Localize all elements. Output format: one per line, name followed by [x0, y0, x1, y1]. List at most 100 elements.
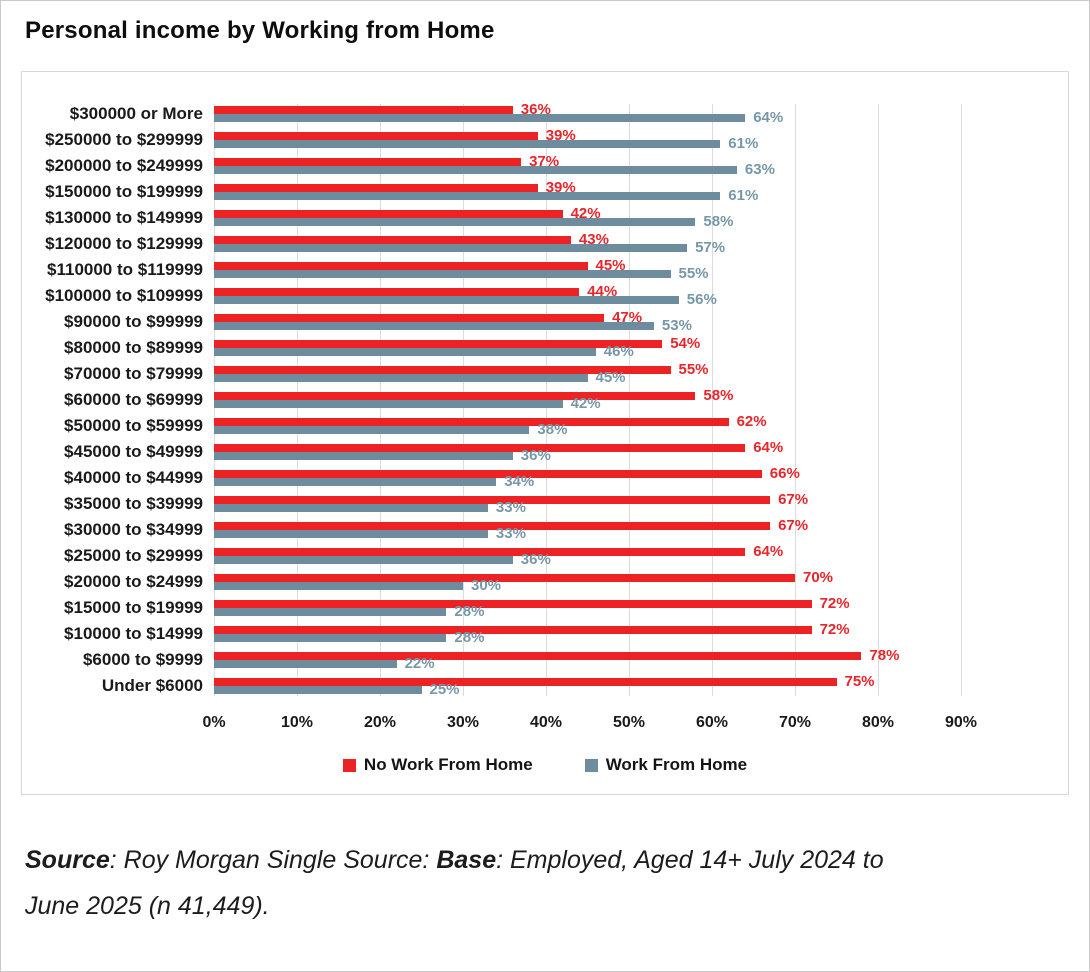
value-label: 46% [603, 343, 634, 360]
value-label: 47% [612, 309, 643, 326]
value-label: 22% [404, 655, 435, 672]
value-label: 30% [471, 577, 502, 594]
legend: No Work From Home Work From Home [22, 750, 1068, 780]
value-label: 38% [537, 421, 568, 438]
bar-no-work-from-home [214, 496, 771, 504]
bar-row: $80000 to $89999 54% 46% [22, 335, 1068, 360]
bar-work-from-home [214, 556, 513, 564]
value-label: 64% [753, 543, 784, 560]
value-label: 55% [678, 265, 709, 282]
value-label: 63% [744, 161, 775, 178]
bar-row: $60000 to $69999 58% 42% [22, 388, 1068, 412]
chart-card: $300000 or More 36% 64% $250000 to $299999 3… [21, 71, 1069, 795]
category-label: $80000 to $89999 [64, 338, 203, 357]
plot-area: $300000 or More 36% 64% $250000 to $299999 3… [22, 101, 1068, 698]
value-label: 61% [728, 135, 759, 152]
bar-no-work-from-home [214, 158, 522, 166]
value-label: 54% [670, 335, 701, 352]
value-label: 37% [529, 153, 560, 170]
bar-work-from-home [214, 452, 513, 460]
bar-work-from-home [214, 244, 688, 252]
value-label: 28% [454, 603, 485, 620]
value-label: 64% [753, 109, 784, 126]
bar-no-work-from-home [214, 366, 671, 374]
value-label: 78% [869, 647, 900, 664]
category-label: $300000 or More [69, 104, 203, 123]
bar-no-work-from-home [214, 600, 812, 608]
bar-no-work-from-home [214, 236, 571, 244]
bar-row: $110000 to $119999 45% 55% [22, 258, 1068, 282]
category-label: $40000 to $44999 [64, 468, 203, 487]
bar-work-from-home [214, 478, 497, 486]
x-axis-tick: 70% [778, 714, 812, 731]
bar-work-from-home [214, 608, 447, 616]
x-axis-tick: 60% [695, 714, 729, 731]
bar-no-work-from-home [214, 132, 538, 140]
bar-no-work-from-home [214, 678, 837, 686]
bar-work-from-home [214, 140, 721, 148]
bar-no-work-from-home [214, 106, 513, 114]
category-label: $60000 to $69999 [64, 390, 203, 409]
source-label: Source [25, 846, 110, 874]
category-label: $50000 to $59999 [64, 416, 203, 435]
bar-no-work-from-home [214, 470, 762, 478]
bar-row: $130000 to $149999 42% 58% [22, 205, 1068, 230]
bar-no-work-from-home [214, 626, 812, 634]
bar-work-from-home [214, 686, 422, 694]
bar-row: $10000 to $14999 72% 28% [22, 621, 1068, 646]
source-mid: : Roy Morgan Single Source: [109, 846, 437, 874]
legend-swatch [584, 758, 598, 772]
value-label: 42% [570, 395, 601, 412]
value-label: 43% [578, 231, 609, 248]
value-label: 33% [495, 525, 526, 542]
bar-no-work-from-home [214, 418, 729, 426]
bar-work-from-home [214, 218, 696, 226]
bar-work-from-home [214, 270, 671, 278]
base-label: Base [436, 846, 497, 874]
value-label: 44% [587, 283, 618, 300]
bar-row: $15000 to $19999 72% 28% [22, 596, 1068, 620]
bar-work-from-home [214, 426, 530, 434]
category-label: $30000 to $34999 [64, 520, 203, 539]
legend-swatch [342, 758, 356, 772]
bar-work-from-home [214, 504, 488, 512]
value-label: 56% [686, 291, 717, 308]
bar-row: $25000 to $29999 64% 36% [22, 543, 1068, 567]
category-label: $25000 to $29999 [64, 546, 203, 565]
value-label: 58% [703, 213, 734, 230]
bar-work-from-home [214, 530, 488, 538]
bar-row: $70000 to $79999 55% 45% [22, 362, 1068, 385]
bar-work-from-home [214, 582, 463, 590]
value-label: 67% [778, 517, 809, 534]
value-label: 61% [728, 187, 759, 204]
bar-no-work-from-home [214, 210, 563, 218]
legend-item: No Work From Home [342, 755, 533, 775]
value-label: 75% [844, 673, 875, 690]
bar-no-work-from-home [214, 548, 746, 556]
legend-item: Work From Home [584, 755, 747, 775]
bar-row: $35000 to $39999 67% 33% [22, 492, 1068, 516]
category-label: $110000 to $119999 [47, 260, 203, 279]
value-label: 33% [495, 499, 526, 516]
value-label: 53% [661, 317, 692, 334]
value-label: 34% [504, 473, 535, 490]
bar-row: $300000 or More 36% 64% [22, 101, 1068, 126]
category-label: $6000 to $9999 [82, 650, 203, 669]
value-label: 42% [570, 205, 601, 222]
x-axis-tick: 10% [280, 714, 314, 731]
value-label: 36% [520, 101, 551, 118]
x-axis-tick: 90% [944, 714, 978, 731]
bar-row: $50000 to $59999 62% 38% [22, 414, 1068, 438]
x-axis-tick: 30% [446, 714, 480, 731]
bar-row: $45000 to $49999 64% 36% [22, 440, 1068, 463]
value-label: 72% [819, 621, 850, 638]
category-label: Under $6000 [101, 676, 203, 695]
bar-no-work-from-home [214, 184, 538, 192]
bar-work-from-home [214, 348, 596, 356]
x-axis-tick: 80% [861, 714, 895, 731]
category-label: $35000 to $39999 [64, 494, 203, 513]
value-label: 25% [429, 681, 460, 698]
page-title: Personal income by Working from Home [25, 17, 495, 44]
bar-row: $90000 to $99999 47% 53% [22, 309, 1068, 334]
value-label: 28% [454, 629, 485, 646]
